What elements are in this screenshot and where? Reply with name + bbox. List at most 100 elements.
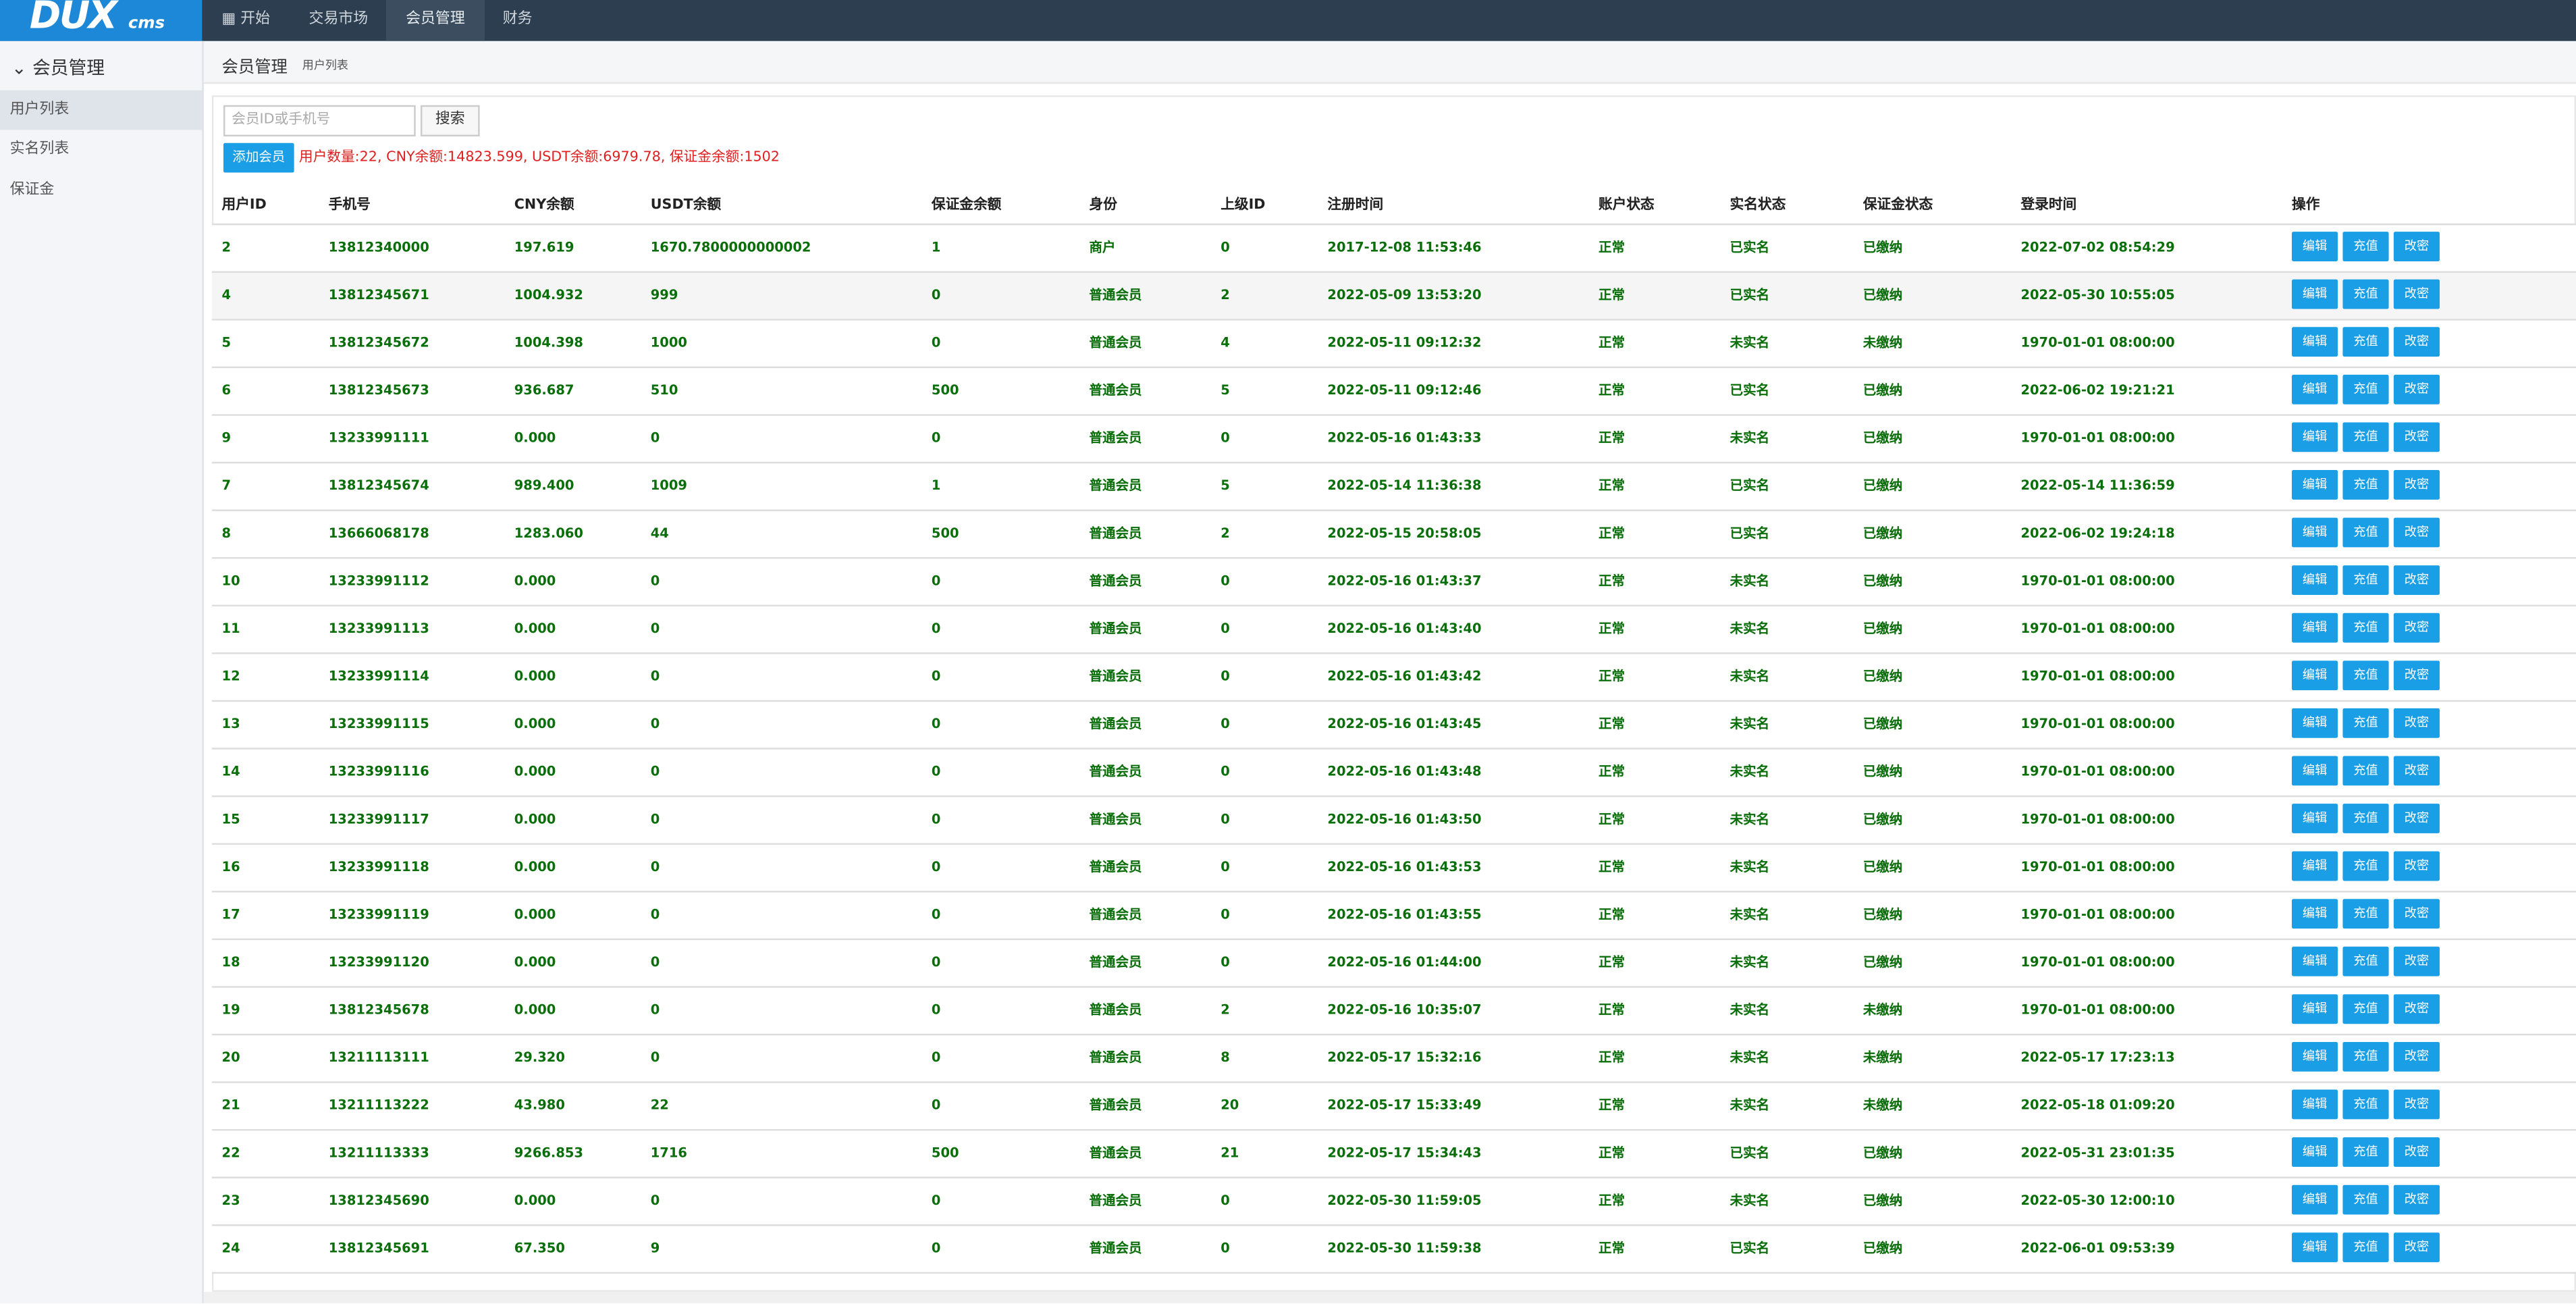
action-button[interactable]: 编辑	[2292, 708, 2338, 738]
action-button[interactable]: 改密	[2393, 327, 2440, 357]
action-button[interactable]: 改密	[2393, 899, 2440, 929]
action-button[interactable]: 充值	[2342, 660, 2389, 691]
table-cell: 0	[931, 1002, 941, 1018]
table-cell: 2022-05-11 09:12:32	[1327, 335, 1482, 350]
action-button[interactable]: 充值	[2342, 804, 2389, 833]
action-button[interactable]: 编辑	[2292, 899, 2338, 929]
action-button[interactable]: 改密	[2393, 851, 2440, 881]
action-button[interactable]: 充值	[2342, 708, 2389, 738]
action-button[interactable]: 改密	[2393, 612, 2440, 643]
action-button[interactable]: 编辑	[2292, 756, 2338, 786]
nav-item[interactable]: 交易市场	[308, 11, 369, 28]
action-button[interactable]: 充值	[2342, 994, 2389, 1024]
table-row	[211, 414, 2576, 462]
table-cell: 正常	[1598, 430, 1625, 446]
action-button[interactable]: 编辑	[2292, 946, 2338, 976]
table-cell: 0	[1220, 621, 1230, 636]
table-cell: 1004.932	[514, 287, 584, 303]
action-button[interactable]: 充值	[2342, 851, 2389, 881]
action-button[interactable]: 充值	[2342, 422, 2389, 452]
sidebar-item[interactable]: 保证金	[9, 182, 55, 199]
nav-item[interactable]: ▦ 开始	[221, 11, 271, 28]
action-button[interactable]: 编辑	[2292, 851, 2338, 881]
action-button[interactable]: 充值	[2342, 946, 2389, 976]
table-cell: 0	[931, 716, 941, 731]
action-button[interactable]: 编辑	[2292, 994, 2338, 1024]
table-cell: 5	[221, 335, 232, 350]
action-button[interactable]: 编辑	[2292, 1089, 2338, 1120]
action-button[interactable]: 编辑	[2292, 374, 2338, 405]
table-row	[211, 223, 2576, 271]
action-button[interactable]: 改密	[2393, 517, 2440, 548]
action-button[interactable]: 充值	[2342, 756, 2389, 786]
table-cell: 1970-01-01 08:00:00	[2020, 812, 2175, 827]
action-button[interactable]: 充值	[2342, 899, 2389, 929]
action-button[interactable]: 充值	[2342, 279, 2389, 309]
action-button[interactable]: 编辑	[2292, 1137, 2338, 1167]
table-cell: 1970-01-01 08:00:00	[2020, 335, 2175, 350]
action-button[interactable]: 充值	[2342, 374, 2389, 405]
action-button[interactable]: 充值	[2342, 1089, 2389, 1120]
action-button[interactable]: 充值	[2342, 612, 2389, 643]
action-button[interactable]: 充值	[2342, 565, 2389, 595]
search-button[interactable]: 搜索	[421, 105, 480, 136]
action-button[interactable]: 改密	[2393, 422, 2440, 452]
table-cell: 已缴纳	[1862, 240, 1903, 255]
action-button[interactable]: 改密	[2393, 1089, 2440, 1120]
action-button[interactable]: 编辑	[2292, 422, 2338, 452]
action-button[interactable]: 改密	[2393, 756, 2440, 786]
action-button[interactable]: 充值	[2342, 1184, 2389, 1215]
action-button[interactable]: 充值	[2342, 517, 2389, 548]
action-button[interactable]: 改密	[2393, 374, 2440, 405]
action-button[interactable]: 编辑	[2292, 1041, 2338, 1072]
action-button[interactable]: 充值	[2342, 470, 2389, 500]
action-button[interactable]: 改密	[2393, 946, 2440, 976]
action-button[interactable]: 改密	[2393, 708, 2440, 738]
action-button[interactable]: 编辑	[2292, 517, 2338, 548]
action-button[interactable]: 改密	[2393, 470, 2440, 500]
action-button[interactable]: 编辑	[2292, 1184, 2338, 1215]
action-button[interactable]: 充值	[2342, 1232, 2389, 1263]
table-cell: 2022-05-16 01:43:53	[1327, 859, 1482, 875]
action-button[interactable]: 改密	[2393, 1232, 2440, 1263]
action-button[interactable]: 改密	[2393, 232, 2440, 261]
action-button[interactable]: 编辑	[2292, 565, 2338, 595]
add-member-button[interactable]: 添加会员	[223, 142, 294, 173]
action-button[interactable]: 改密	[2393, 565, 2440, 595]
action-button[interactable]: 编辑	[2292, 327, 2338, 357]
search-input[interactable]: 会员ID或手机号	[223, 105, 416, 136]
action-button[interactable]: 改密	[2393, 279, 2440, 309]
action-button[interactable]: 编辑	[2292, 232, 2338, 261]
table-cell: 2022-05-11 09:12:46	[1327, 383, 1482, 398]
table-cell: 0	[650, 1050, 660, 1066]
action-button[interactable]: 编辑	[2292, 660, 2338, 691]
table-cell: 13233991114	[328, 669, 429, 684]
sidebar-item[interactable]: 用户列表	[0, 90, 203, 130]
action-button[interactable]: 改密	[2393, 994, 2440, 1024]
action-button[interactable]: 编辑	[2292, 279, 2338, 309]
action-button[interactable]: 改密	[2393, 660, 2440, 691]
sidebar-item[interactable]: 实名列表	[9, 141, 70, 158]
action-button[interactable]: 编辑	[2292, 1232, 2338, 1263]
action-button[interactable]: 改密	[2393, 1184, 2440, 1215]
action-button[interactable]: 充值	[2342, 327, 2389, 357]
table-cell: 0	[650, 954, 660, 970]
column-header: 操作	[2292, 197, 2320, 214]
action-button[interactable]: 充值	[2342, 232, 2389, 261]
action-button[interactable]: 充值	[2342, 1041, 2389, 1072]
action-button[interactable]: 改密	[2393, 1041, 2440, 1072]
action-button[interactable]: 编辑	[2292, 612, 2338, 643]
action-button[interactable]: 改密	[2393, 804, 2440, 833]
logo[interactable]: DUX cms	[0, 0, 203, 41]
nav-item[interactable]: 财务	[502, 11, 533, 28]
table-cell: 10	[221, 573, 240, 589]
action-button[interactable]: 充值	[2342, 1137, 2389, 1167]
sidebar-title[interactable]: ⌄ 会员管理	[11, 57, 105, 79]
table-row	[211, 461, 2576, 510]
nav-item[interactable]: 会员管理	[385, 0, 485, 41]
action-button[interactable]: 编辑	[2292, 804, 2338, 833]
table-cell: 2022-05-15 20:58:05	[1327, 525, 1482, 541]
action-button[interactable]: 改密	[2393, 1137, 2440, 1167]
action-button[interactable]: 编辑	[2292, 470, 2338, 500]
table-cell: 已缴纳	[1862, 478, 1903, 494]
